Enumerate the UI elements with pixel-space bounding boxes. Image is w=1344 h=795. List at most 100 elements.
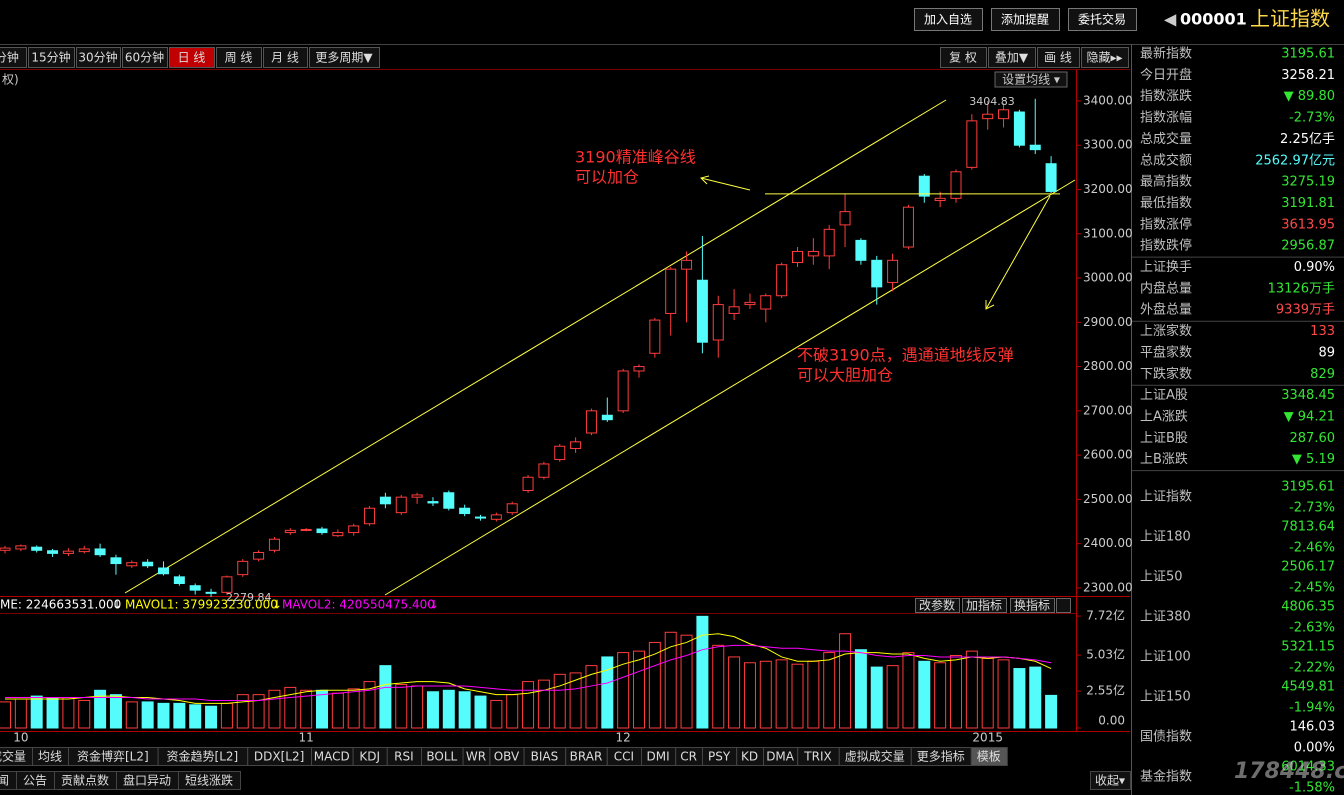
volume-bar [14,698,27,729]
period-tab[interactable] [169,47,215,68]
period-tab[interactable] [28,47,75,68]
period-tab-label[interactable]: 月 线 [271,51,299,65]
bottom-tab[interactable] [178,771,241,790]
pane-button[interactable] [1010,598,1055,613]
indicator-tab-label[interactable]: 均线 [38,750,62,764]
collapse-button[interactable] [1090,771,1131,790]
period-tab-label[interactable]: 5分钟 [0,50,19,65]
toolbar-button[interactable] [1068,8,1137,31]
pane-button-label[interactable]: 换指标 [1014,598,1050,613]
indicator-tab-label[interactable]: WR [466,750,486,764]
bottom-tab-label[interactable]: 盘口异动 [123,773,171,788]
indicator-tab-label[interactable]: RSI [394,750,414,764]
candle-body [585,410,597,434]
period-tab[interactable] [309,47,380,68]
indicator-tab-label[interactable]: KD [741,750,758,764]
chart-tool-label[interactable]: 隐藏▸▸ [1086,51,1122,65]
chart-tool-label[interactable]: 复 权 [949,51,977,65]
pane-close[interactable] [1056,598,1071,613]
indicator-tab-label[interactable]: 模板 [977,750,1001,764]
indicator-tab-label[interactable]: BIAS [531,750,559,764]
period-tab-label[interactable]: 30分钟 [78,50,117,65]
nav-arrow[interactable]: ◀ [1164,10,1177,29]
indicator-tab-label[interactable]: KDJ [359,750,380,764]
candle-body [173,576,185,584]
pane-button[interactable] [962,598,1007,613]
period-tab[interactable] [216,47,262,68]
candle-body [902,206,914,248]
indicator-tab-label[interactable]: DMI [647,750,670,764]
indicator-tab-label[interactable]: CCI [614,750,634,764]
collapse-label[interactable]: 收起▾ [1095,774,1125,788]
indicator-tab-label[interactable]: PSY [708,750,731,764]
indicator-tab-label[interactable]: TRIX [803,750,831,764]
bottom-tab-label[interactable]: 公告 [23,774,47,788]
stock-code: 000001 [1180,10,1247,29]
index-change: -2.46% [1289,541,1335,556]
indicator-tab-label[interactable]: 更多指标 [917,749,965,764]
chart-tool[interactable] [1081,47,1129,68]
volume-bar [458,691,471,729]
chart-tool[interactable] [988,47,1036,68]
indicator-tab-label[interactable]: 成交量 [0,749,26,764]
indicator-tab-label[interactable]: 资金趋势[L2] [167,749,239,764]
period-tab[interactable] [263,47,308,68]
chart-tool[interactable] [1037,47,1080,68]
chart-tool-label[interactable]: 叠加▼ [995,51,1029,65]
quote-value: 133 [1310,324,1335,339]
period-tab-label[interactable]: 日 线 [178,51,206,65]
indicator-tab-label[interactable]: MACD [314,750,350,764]
period-tab[interactable] [122,47,168,68]
period-tab-label[interactable]: 15分钟 [31,50,70,65]
toolbar-button[interactable] [914,8,983,31]
toolbar-button-label[interactable]: 加入自选 [924,13,972,27]
candle-body [712,304,724,341]
annotation: 可以大胆加仓 [797,366,893,385]
ma-button-label[interactable]: 设置均线 ▾ [1002,73,1060,87]
volume-bar [268,689,281,729]
legend-arrow: ↓ [429,598,439,612]
indicator-tab-label[interactable]: 虚拟成交量 [845,749,905,764]
indicator-tab[interactable] [970,747,1008,766]
period-tab[interactable] [0,47,27,68]
pane-button-label[interactable]: 改参数 [919,598,955,613]
chart-tool[interactable] [940,47,987,68]
ma-button[interactable] [994,71,1068,88]
bottom-tab-label[interactable]: 贡献点数 [61,773,109,788]
candle-body [823,228,835,257]
period-tab-label[interactable]: 60分钟 [125,50,164,65]
bottom-tab-label[interactable]: 短线涨跌 [185,773,233,788]
volume-bar [316,689,328,729]
volume-bar [157,702,170,729]
candle-body [649,319,661,354]
period-tab[interactable] [76,47,121,68]
period-tab-label[interactable]: 更多周期▼ [315,51,373,65]
indicator-tab-label[interactable]: 资金博弈[L2] [77,749,149,764]
candle-body [744,301,756,306]
volume-bar [839,633,852,729]
indicator-tab-label[interactable]: BOLL [426,750,457,764]
chart-tool-label[interactable]: 画 线 [1044,51,1072,65]
volume-bar [1045,694,1058,729]
indicator-tab-label[interactable]: DDX[L2] [254,750,304,764]
volume-bar [553,673,566,729]
annotation: 不破3190点，遇通道地线反弹 [797,346,1014,365]
pane-button-label[interactable]: 加指标 [966,598,1002,613]
toolbar-button[interactable] [991,8,1060,31]
indicator-tab-label[interactable]: BRAR [570,750,603,764]
legend-entry: MAVOL2: 420550475.400 [282,598,435,612]
candle-body [395,496,407,514]
volume-bar [30,695,43,729]
toolbar-button-label[interactable]: 添加提醒 [1001,12,1049,27]
channel-upper [124,99,947,594]
indicator-tab-label[interactable]: DMA [766,750,795,764]
pane-button[interactable] [915,598,960,613]
toolbar-button-label[interactable]: 委托交易 [1078,12,1126,27]
indicator-tab-label[interactable]: CR [680,750,697,764]
volume-bar [426,691,439,729]
period-tab-label[interactable]: 周 线 [225,51,253,65]
bottom-tab-label[interactable]: 新闻 [0,773,9,788]
y-tick-label: 2400.00 [1083,536,1133,550]
indicator-tab-label[interactable]: OBV [494,750,520,764]
volume-bar [743,662,756,729]
